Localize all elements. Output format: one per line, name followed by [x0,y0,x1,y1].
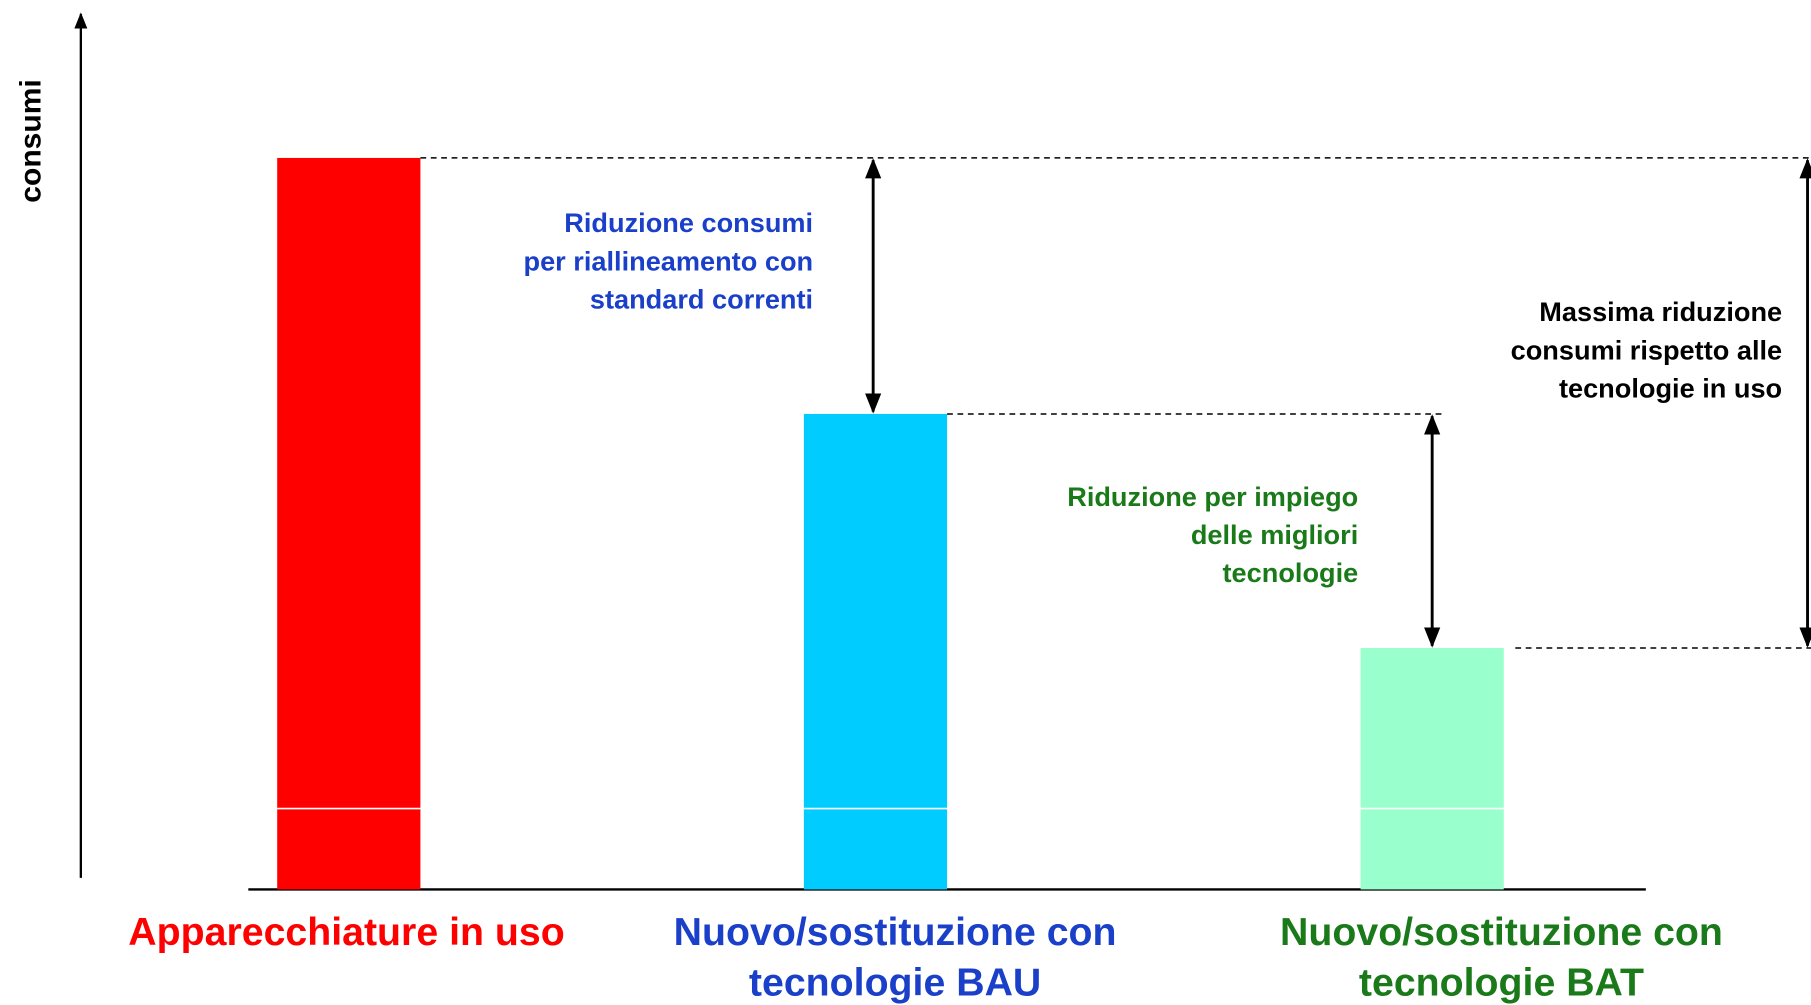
x-tick-label-box: Nuovo/sostituzione con tecnologie BAU [673,910,1117,1005]
x-tick-label: Nuovo/sostituzione con tecnologie BAU [673,910,1117,1005]
annotation-box: Massima riduzione consumi rispetto alle … [1510,296,1783,404]
bar [1360,648,1504,890]
x-tick-label-box: Apparecchiature in uso [128,910,565,955]
annotation-box: Riduzione per impiego delle migliori tec… [1067,481,1359,588]
annotation: Massima riduzione consumi rispetto alle … [1510,296,1783,404]
x-tick-label: Nuovo/sostituzione con tecnologie BAT [1280,910,1723,1005]
bar [277,157,421,890]
annotation-box: Riduzione consumi per riallineamento con… [523,207,814,315]
annotation: Riduzione consumi per riallineamento con… [523,207,814,315]
bar [803,413,948,890]
annotation: Riduzione per impiego delle migliori tec… [1067,481,1359,588]
x-tick-label: Apparecchiature in uso [128,910,565,955]
y-axis-label: consumi [14,79,47,202]
x-tick-label-box: Nuovo/sostituzione con tecnologie BAT [1280,910,1723,1005]
